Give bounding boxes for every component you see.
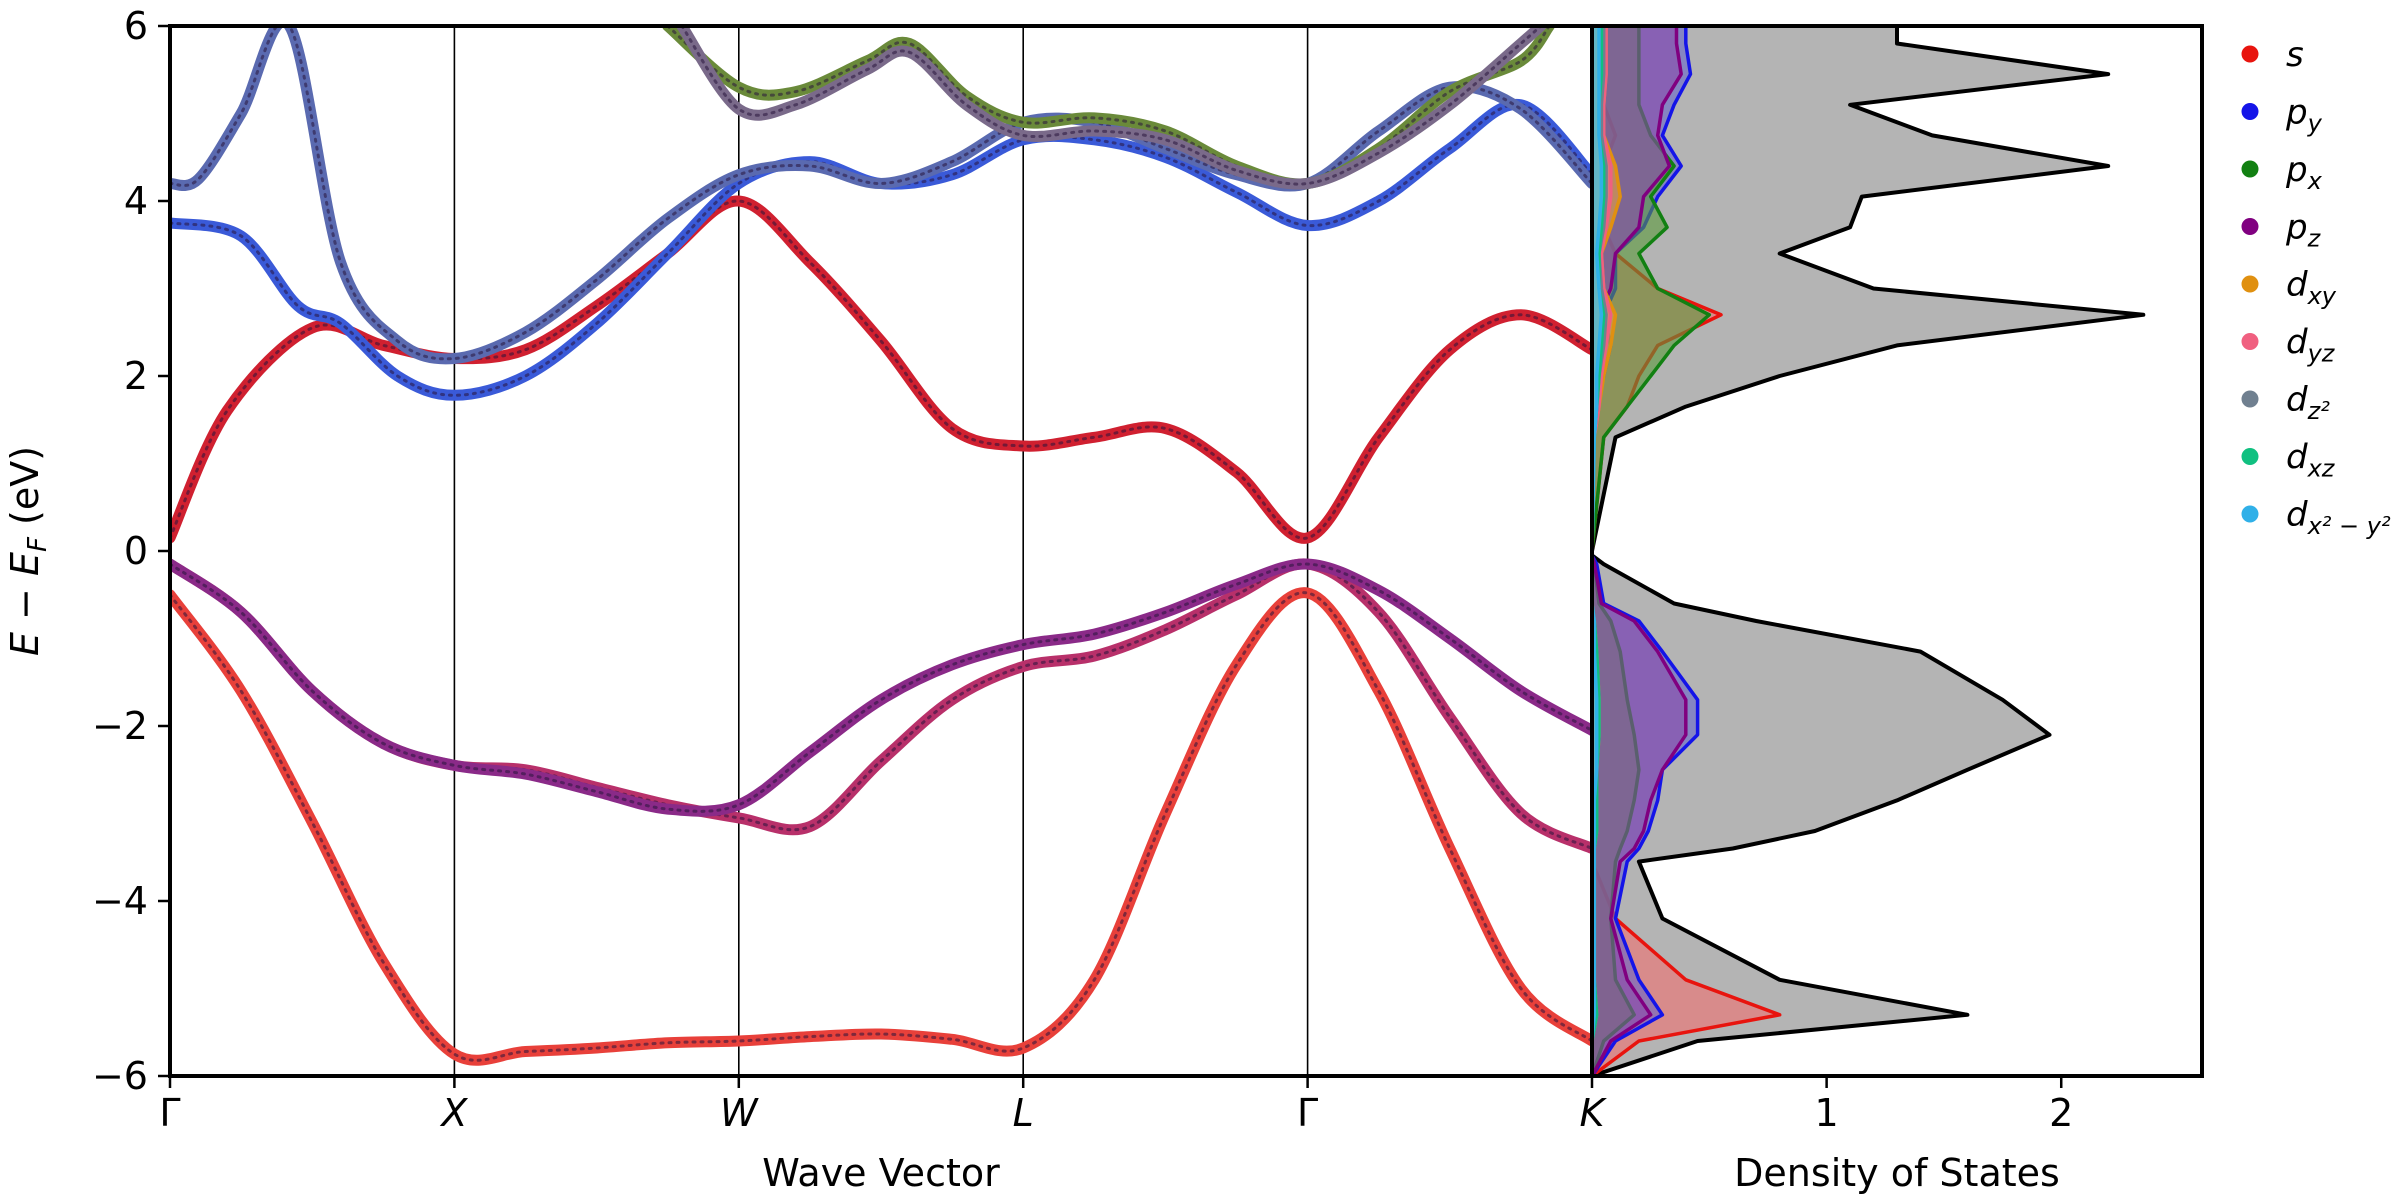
- energy-tick-label: 0: [124, 529, 148, 573]
- kpoint-tick-label: W: [720, 1091, 759, 1135]
- legend-label-base: d: [2286, 438, 2308, 478]
- kpoint-tick-label: Γ: [159, 1091, 180, 1135]
- energy-tick-label: 4: [124, 179, 148, 223]
- energy-tick-label: −2: [92, 704, 148, 748]
- band-marker-overlay: [170, 199, 1592, 540]
- band-marker-overlay: [170, 26, 1592, 361]
- kpoint-tick-label: X: [439, 1091, 468, 1135]
- dos-area: [1592, 26, 1602, 1076]
- legend-label-base: p: [2285, 208, 2308, 248]
- energy-tick-label: 2: [124, 354, 148, 398]
- legend-label-sub: yz: [2307, 340, 2336, 368]
- ylabel-ef-sub: F: [23, 536, 53, 552]
- legend-label-base: d: [2286, 323, 2308, 363]
- legend-marker: [2241, 103, 2259, 120]
- band-marker-overlay: [666, 26, 1551, 186]
- legend-label: s: [2286, 35, 2304, 75]
- legend-label: dz²: [2286, 380, 2330, 425]
- legend-marker: [2241, 505, 2259, 523]
- band-marker-overlay: [170, 103, 1592, 397]
- energy-tick-label: −6: [92, 1054, 148, 1098]
- legend-label-base: p: [2285, 150, 2308, 190]
- legend-label: dxz: [2286, 438, 2336, 483]
- legend-label-sub: y: [2307, 110, 2323, 138]
- dos-line: [1592, 26, 1604, 1076]
- legend-label-sub: x² − y²: [2307, 512, 2391, 540]
- dos-line: [1592, 26, 1688, 1076]
- band-marker-overlay: [170, 562, 1592, 813]
- dos-area: [1592, 26, 2144, 1076]
- legend-label-base: d: [2286, 380, 2308, 420]
- legend-label-sub: xz: [2307, 455, 2336, 483]
- legend-label-sub: z: [2307, 225, 2322, 253]
- band-x-axis-label: Wave Vector: [762, 1151, 1000, 1195]
- energy-tick-label: −4: [92, 879, 148, 923]
- legend-marker: [2241, 448, 2259, 465]
- ylabel-ef: E: [3, 552, 47, 576]
- legend-label-sub: xy: [2307, 282, 2337, 310]
- band-marker-overlay: [170, 591, 1592, 1062]
- band-marker-overlay: [680, 26, 1543, 186]
- ylabel-unit: (eV): [3, 446, 47, 537]
- legend-label: dxy: [2286, 265, 2337, 310]
- legend-label: pz: [2285, 208, 2322, 253]
- dos-tick-label: 1: [1815, 1091, 1839, 1135]
- legend-label: dyz: [2286, 323, 2336, 368]
- legend-label-base: d: [2286, 495, 2308, 535]
- legend-label-base: d: [2286, 265, 2308, 305]
- ylabel-minus: −: [3, 576, 47, 632]
- legend-label-base: s: [2286, 35, 2304, 75]
- energy-axis-ticks: −6 −4 −2 0 2 4 6: [92, 4, 170, 1098]
- dos-line: [1592, 26, 2146, 1076]
- ylabel-e: E: [3, 632, 47, 656]
- kpoint-tick-label: Γ: [1297, 1091, 1318, 1135]
- dos-tick-label: 2: [2049, 1091, 2073, 1135]
- dos-area: [1592, 26, 1686, 1076]
- dos-series-group: [1592, 26, 2146, 1076]
- legend-marker: [2241, 160, 2259, 178]
- kpoint-tick-label: K: [1580, 1091, 1608, 1135]
- legend-label-sub: x: [2307, 167, 2323, 195]
- legend-label: py: [2285, 93, 2323, 138]
- legend-label: dx² − y²: [2286, 495, 2391, 540]
- legend-label: px: [2285, 150, 2323, 195]
- legend-marker: [2241, 333, 2259, 350]
- energy-tick-label: 6: [124, 4, 148, 48]
- legend-marker: [2241, 218, 2259, 235]
- band-series-group: [170, 26, 1592, 1066]
- dos-line: [1592, 26, 1700, 1076]
- legend-marker: [2241, 275, 2259, 293]
- legend-label-base: p: [2285, 93, 2308, 133]
- band-y-axis-label: E − EF (eV): [3, 446, 53, 656]
- dos-x-axis-label: Density of States: [1734, 1151, 2060, 1195]
- kpoint-tick-label: L: [1013, 1091, 1034, 1135]
- legend-marker: [2241, 45, 2259, 63]
- legend-marker: [2241, 390, 2259, 408]
- dos-panel-frame: [1590, 24, 2204, 1078]
- legend-label-sub: z²: [2307, 397, 2331, 425]
